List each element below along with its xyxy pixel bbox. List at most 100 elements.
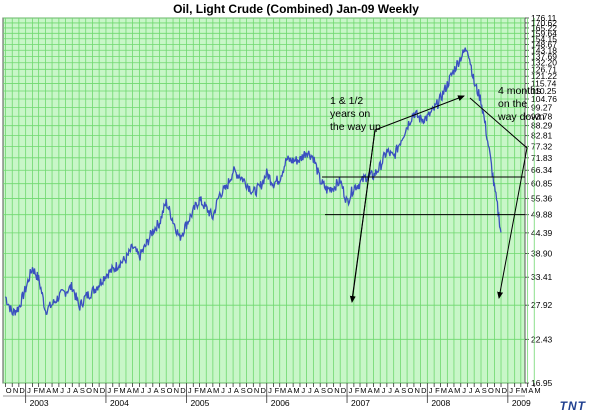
chart-title: Oil, Light Crude (Combined) Jan-09 Weekl…: [173, 2, 419, 16]
month-label: D: [341, 386, 347, 395]
month-label: M: [534, 386, 540, 395]
month-label: N: [174, 386, 179, 395]
month-label: M: [374, 386, 380, 395]
month-label: D: [180, 386, 186, 395]
annotation-way-up: years on: [330, 108, 370, 120]
y-tick-label: 126.71: [531, 64, 557, 74]
price-series-line: [4, 47, 502, 317]
y-tick-label: 99.27: [531, 102, 553, 112]
month-label: F: [355, 386, 360, 395]
month-label: S: [482, 386, 487, 395]
y-tick-label: 176.11: [531, 13, 557, 23]
y-tick-label: 71.83: [531, 153, 553, 163]
y-tick-label: 170.62: [531, 18, 557, 28]
y-tick-label: 55.36: [531, 193, 553, 203]
year-label: 2005: [190, 398, 209, 408]
month-label: O: [86, 386, 92, 395]
y-tick-label: 132.20: [531, 58, 557, 68]
month-label: F: [435, 386, 440, 395]
month-label: A: [475, 386, 480, 395]
month-label: S: [401, 386, 406, 395]
y-tick-label: 137.69: [531, 51, 557, 61]
month-label: O: [488, 386, 494, 395]
month-label: A: [46, 386, 51, 395]
month-label: N: [93, 386, 98, 395]
month-label: J: [67, 386, 71, 395]
month-label: N: [334, 386, 339, 395]
month-label: D: [421, 386, 427, 395]
month-label: M: [454, 386, 460, 395]
month-label: J: [221, 386, 225, 395]
y-tick-label: 88.29: [531, 121, 553, 131]
month-label: S: [80, 386, 85, 395]
year-label: 2006: [271, 398, 290, 408]
month-label: F: [114, 386, 119, 395]
y-tick-label: 110.25: [531, 86, 557, 96]
month-label: F: [194, 386, 199, 395]
month-label: A: [154, 386, 159, 395]
month-label: F: [33, 386, 38, 395]
y-tick-label: 27.92: [531, 300, 553, 310]
month-label: O: [247, 386, 253, 395]
month-label: N: [495, 386, 500, 395]
month-label: J: [188, 386, 192, 395]
month-label: M: [441, 386, 447, 395]
annotation-way-down: on the: [498, 98, 527, 110]
month-label: A: [394, 386, 399, 395]
month-label: M: [360, 386, 366, 395]
y-tick-label: 22.43: [531, 334, 553, 344]
month-label: M: [133, 386, 139, 395]
month-label: S: [321, 386, 326, 395]
y-tick-label: 148.67: [531, 39, 557, 49]
month-label: J: [147, 386, 151, 395]
month-label: A: [73, 386, 78, 395]
month-label: O: [6, 386, 12, 395]
year-label: 2003: [30, 398, 49, 408]
month-label: J: [27, 386, 31, 395]
month-label: M: [52, 386, 58, 395]
month-label: M: [39, 386, 45, 395]
month-label: J: [382, 386, 386, 395]
month-label: A: [234, 386, 239, 395]
month-label: J: [429, 386, 433, 395]
month-label: O: [167, 386, 173, 395]
month-label: J: [268, 386, 272, 395]
y-tick-label: 121.22: [531, 71, 557, 81]
arrow-way-down: [469, 97, 528, 299]
month-label: J: [301, 386, 305, 395]
month-label: J: [60, 386, 64, 395]
y-tick-label: 38.90: [531, 248, 553, 258]
month-label: J: [141, 386, 145, 395]
y-tick-label: 82.81: [531, 131, 553, 141]
month-label: A: [368, 386, 373, 395]
y-tick-label: 104.76: [531, 94, 557, 104]
month-label: J: [107, 386, 111, 395]
month-label: J: [469, 386, 473, 395]
y-tick-label: 49.88: [531, 210, 553, 220]
month-label: J: [308, 386, 312, 395]
month-label: A: [207, 386, 212, 395]
y-tick-label: 93.78: [531, 111, 553, 121]
y-tick-label: 77.32: [531, 141, 553, 151]
plot-area: [2, 17, 526, 384]
y-tick-label: 60.85: [531, 179, 553, 189]
y-tick-label: 66.34: [531, 165, 553, 175]
month-label: M: [293, 386, 299, 395]
y-tick-label: 33.41: [531, 272, 553, 282]
month-label: F: [275, 386, 280, 395]
y-tick-label: 165.22: [531, 23, 557, 33]
y-tick-label: 143.18: [531, 45, 557, 55]
month-label: D: [100, 386, 106, 395]
annotation-way-down: way down: [497, 111, 545, 123]
month-label: J: [228, 386, 232, 395]
y-tick-label: 159.64: [531, 28, 557, 38]
y-tick-label: 115.74: [531, 78, 557, 88]
month-label: J: [462, 386, 466, 395]
tnt-logo: TNT: [559, 399, 586, 413]
month-label: M: [119, 386, 125, 395]
month-label: A: [448, 386, 453, 395]
arrow-to-2007-low: [349, 129, 376, 303]
annotation-way-up: the way up: [330, 121, 381, 133]
month-label: A: [127, 386, 132, 395]
